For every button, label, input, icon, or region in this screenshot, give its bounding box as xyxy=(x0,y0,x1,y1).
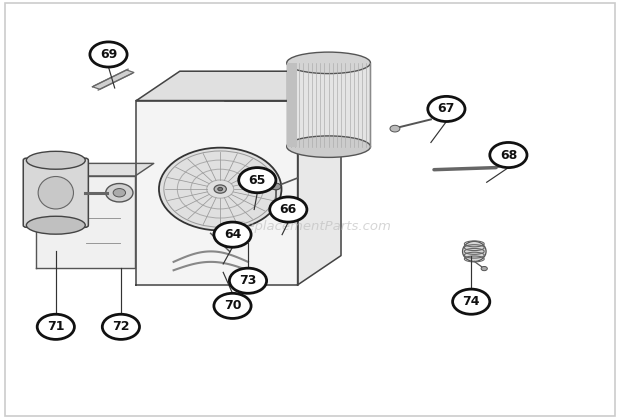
Ellipse shape xyxy=(286,136,371,158)
FancyBboxPatch shape xyxy=(286,63,371,147)
Circle shape xyxy=(102,314,140,339)
Circle shape xyxy=(218,187,223,191)
Polygon shape xyxy=(136,101,298,285)
Circle shape xyxy=(390,125,400,132)
Polygon shape xyxy=(92,70,134,89)
Circle shape xyxy=(503,161,512,167)
Ellipse shape xyxy=(463,241,486,261)
Polygon shape xyxy=(298,71,341,285)
Circle shape xyxy=(481,266,487,271)
Text: 68: 68 xyxy=(500,148,517,162)
FancyBboxPatch shape xyxy=(24,158,88,227)
Text: 70: 70 xyxy=(224,299,241,313)
Text: eReplacementParts.com: eReplacementParts.com xyxy=(229,220,391,233)
Text: 71: 71 xyxy=(47,320,64,334)
Circle shape xyxy=(428,96,465,122)
Circle shape xyxy=(270,197,307,222)
Circle shape xyxy=(159,147,281,230)
Circle shape xyxy=(113,189,125,197)
FancyBboxPatch shape xyxy=(286,63,297,147)
Circle shape xyxy=(285,203,298,212)
Circle shape xyxy=(239,168,276,193)
Ellipse shape xyxy=(26,216,86,234)
Text: 69: 69 xyxy=(100,48,117,61)
Ellipse shape xyxy=(38,176,73,209)
Text: 65: 65 xyxy=(249,173,266,187)
Ellipse shape xyxy=(26,151,86,169)
Text: 74: 74 xyxy=(463,295,480,308)
Circle shape xyxy=(214,222,251,247)
Text: 67: 67 xyxy=(438,102,455,116)
Circle shape xyxy=(105,184,133,202)
Text: 64: 64 xyxy=(224,228,241,241)
Text: 72: 72 xyxy=(112,320,130,334)
Circle shape xyxy=(37,314,74,339)
Circle shape xyxy=(214,185,226,193)
Circle shape xyxy=(90,42,127,67)
Polygon shape xyxy=(36,163,154,176)
Polygon shape xyxy=(36,176,135,268)
Circle shape xyxy=(229,268,267,293)
Polygon shape xyxy=(136,71,341,101)
Circle shape xyxy=(453,289,490,314)
Ellipse shape xyxy=(286,52,371,74)
Text: 73: 73 xyxy=(239,274,257,287)
Circle shape xyxy=(490,142,527,168)
Circle shape xyxy=(214,293,251,318)
Circle shape xyxy=(271,183,281,190)
Text: 66: 66 xyxy=(280,203,297,216)
